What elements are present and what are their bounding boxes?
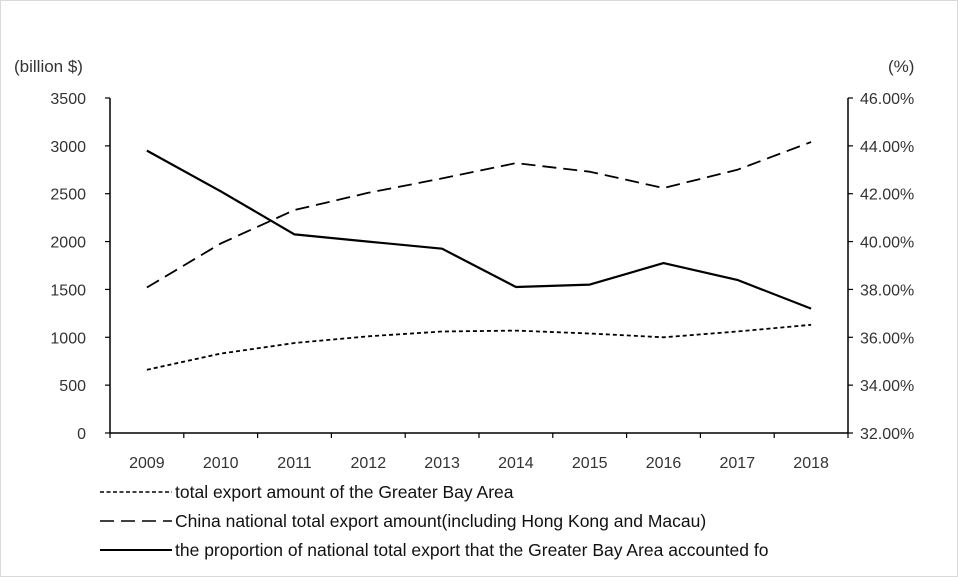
- x-axis-tick-label: 2014: [498, 455, 534, 472]
- right-axis-tick-label: 32.00%: [860, 426, 914, 443]
- left-axis-tick-label: 0: [77, 426, 86, 443]
- series-layer: [146, 141, 812, 371]
- x-axis-tick-label: 2015: [572, 455, 608, 472]
- left-axis-tick-label: 500: [59, 378, 86, 395]
- left-axis-tick-label: 1500: [50, 282, 86, 299]
- right-axis-tick-label: 42.00%: [860, 187, 914, 204]
- x-axis-tick-label: 2012: [351, 455, 387, 472]
- legend-label: total export amount of the Greater Bay A…: [175, 482, 514, 502]
- right-axis-tick-label: 46.00%: [860, 91, 914, 108]
- right-axis-tick-label: 38.00%: [860, 282, 914, 299]
- legend: total export amount of the Greater Bay A…: [100, 482, 768, 560]
- left-axis-tick-label: 3000: [50, 139, 86, 156]
- x-axis-tick-label: 2010: [203, 455, 239, 472]
- right-axis-tick-label: 40.00%: [860, 235, 914, 252]
- left-axis-tick-label: 2500: [50, 187, 86, 204]
- right-axis-tick-label: 44.00%: [860, 139, 914, 156]
- x-axis-tick-label: 2018: [793, 455, 829, 472]
- left-axis-tick-label: 1000: [50, 330, 86, 347]
- x-axis-tick-label: 2009: [129, 455, 165, 472]
- x-axis-tick-label: 2017: [720, 455, 756, 472]
- left-axis-tick-label: 3500: [50, 91, 86, 108]
- series-line-2: [146, 141, 812, 289]
- right-axis-tick-label: 34.00%: [860, 378, 914, 395]
- legend-label: China national total export amount(inclu…: [175, 511, 706, 531]
- tick-layer: 0 500 1000 1500 2000 2500 3000 3500 32.00% 34.00%…: [50, 91, 914, 472]
- right-axis-tick-label: 36.00%: [860, 330, 914, 347]
- right-axis-unit-label: (%): [888, 57, 914, 76]
- legend-label: the proportion of national total export …: [175, 540, 768, 560]
- series-line-1: [146, 323, 812, 371]
- left-axis-unit-label: (billion $): [14, 57, 83, 76]
- x-axis-tick-label: 2011: [277, 455, 312, 472]
- series-line-3: [146, 149, 812, 310]
- left-axis-tick-label: 2000: [50, 235, 86, 252]
- x-axis-tick-label: 2013: [424, 455, 460, 472]
- x-axis-tick-label: 2016: [646, 455, 682, 472]
